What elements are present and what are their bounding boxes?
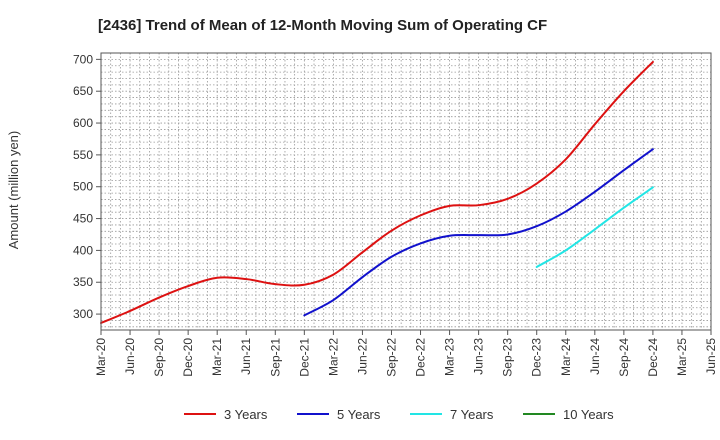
y-axis-label: Amount (million yen) bbox=[6, 131, 21, 250]
x-tick-labels: Mar-20 Jun-20 Sep-20 Dec-20 Mar-21 Jun-21 Sep-… bbox=[94, 330, 718, 377]
x-tick-label: Sep-24 bbox=[617, 338, 631, 377]
x-tick-label: Mar-21 bbox=[210, 338, 224, 376]
y-tick-label: 550 bbox=[73, 148, 93, 162]
x-tick-label: Sep-22 bbox=[384, 338, 398, 377]
x-tick-label: Jun-20 bbox=[123, 338, 137, 375]
x-tick-label: Mar-25 bbox=[675, 338, 689, 376]
x-tick-label: Sep-23 bbox=[501, 338, 515, 377]
legend-label: 5 Years bbox=[337, 407, 381, 422]
y-tick-label: 300 bbox=[73, 307, 93, 321]
x-tick-label: Jun-22 bbox=[355, 338, 369, 375]
x-tick-label: Sep-20 bbox=[152, 338, 166, 377]
x-tick-label: Dec-21 bbox=[297, 338, 311, 377]
chart-title: [2436] Trend of Mean of 12-Month Moving … bbox=[98, 17, 547, 34]
x-tick-label: Dec-23 bbox=[530, 338, 544, 377]
x-tick-label: Dec-22 bbox=[414, 338, 428, 377]
x-tick-label: Sep-21 bbox=[268, 338, 282, 377]
y-tick-label: 400 bbox=[73, 243, 93, 257]
series-line bbox=[100, 60, 654, 324]
legend: 3 Years 5 Years 7 Years 10 Years bbox=[184, 407, 614, 422]
x-tick-label: Mar-23 bbox=[443, 338, 457, 376]
x-tick-label: Mar-20 bbox=[94, 338, 108, 376]
y-tick-label: 700 bbox=[73, 52, 93, 66]
x-tick-label: Mar-22 bbox=[326, 338, 340, 376]
x-tick-label: Jun-25 bbox=[704, 338, 718, 375]
y-tick-label: 350 bbox=[73, 275, 93, 289]
y-tick-label: 650 bbox=[73, 84, 93, 98]
x-tick-label: Dec-24 bbox=[646, 338, 660, 377]
x-tick-label: Mar-24 bbox=[559, 338, 573, 376]
y-tick-label: 600 bbox=[73, 116, 93, 130]
x-tick-label: Jun-24 bbox=[588, 338, 602, 375]
y-tick-label: 450 bbox=[73, 212, 93, 226]
legend-label: 7 Years bbox=[450, 407, 494, 422]
series-lines bbox=[100, 60, 654, 324]
y-tick-label: 500 bbox=[73, 180, 93, 194]
x-tick-label: Jun-21 bbox=[239, 338, 253, 375]
grid-lines bbox=[101, 53, 711, 330]
x-tick-label: Dec-20 bbox=[181, 338, 195, 377]
series-line bbox=[535, 186, 654, 268]
series-line bbox=[303, 148, 654, 317]
legend-label: 10 Years bbox=[563, 407, 614, 422]
x-tick-label: Jun-23 bbox=[472, 338, 486, 375]
legend-label: 3 Years bbox=[224, 407, 268, 422]
y-tick-labels: 300 350 400 450 500 550 600 650 700 bbox=[73, 52, 101, 321]
plot-frame bbox=[100, 52, 712, 331]
